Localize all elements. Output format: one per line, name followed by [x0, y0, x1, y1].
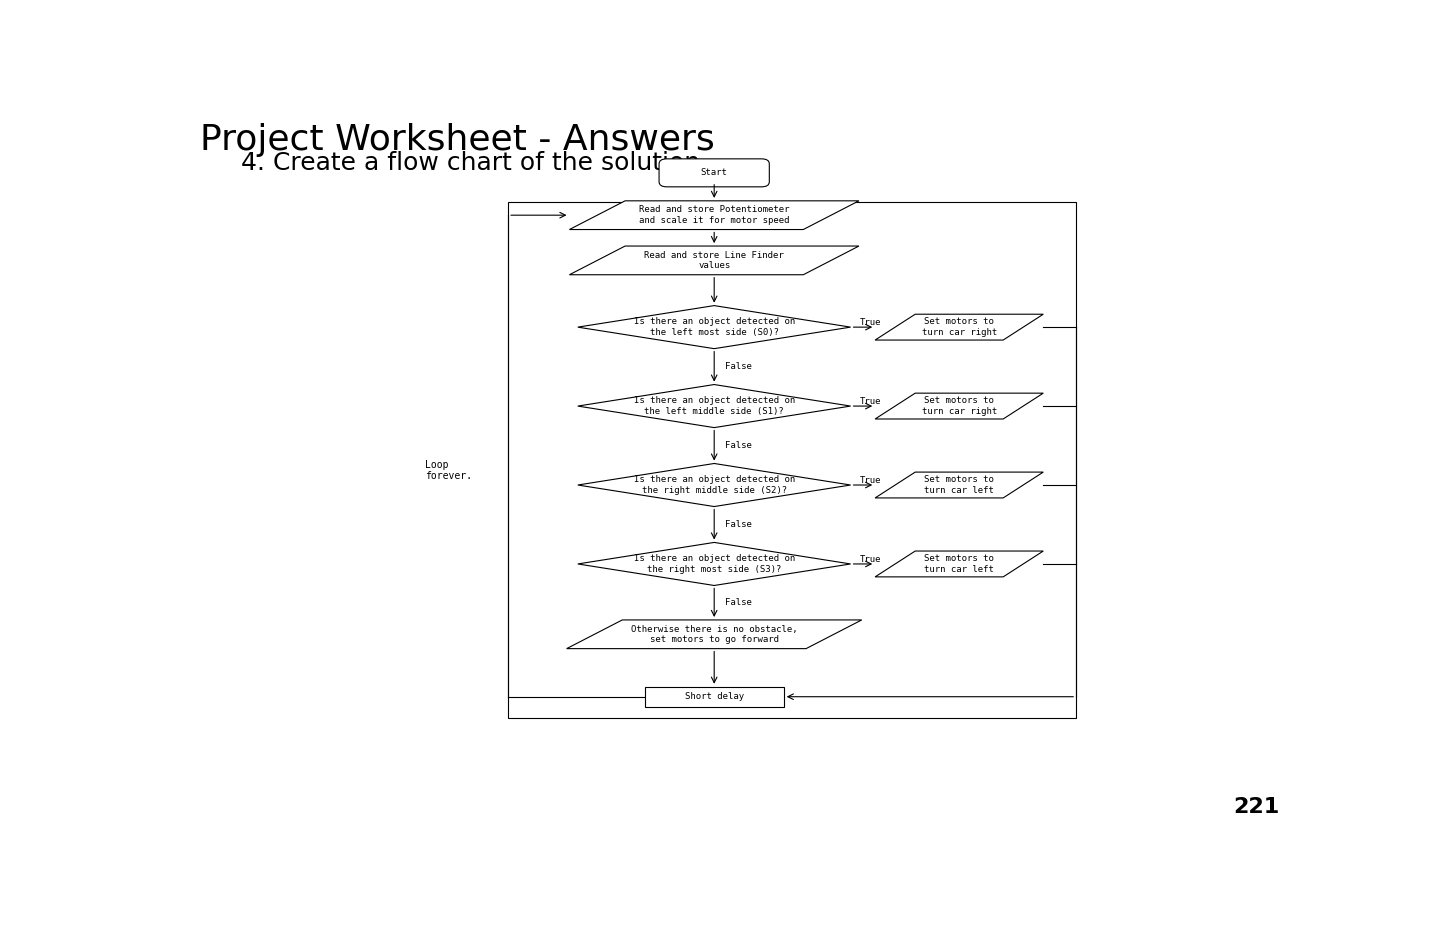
Text: True: True	[859, 397, 881, 406]
Text: Is there an object detected on
the left middle side (S1)?: Is there an object detected on the left …	[634, 396, 795, 416]
Polygon shape	[569, 246, 859, 275]
Text: Start: Start	[701, 169, 727, 177]
Polygon shape	[569, 200, 859, 229]
FancyBboxPatch shape	[660, 158, 769, 186]
Polygon shape	[578, 385, 851, 428]
Text: Short delay: Short delay	[684, 692, 744, 701]
Text: Loop
forever.: Loop forever.	[425, 459, 471, 482]
Text: Read and store Line Finder
values: Read and store Line Finder values	[644, 251, 785, 270]
Polygon shape	[875, 473, 1043, 498]
Polygon shape	[875, 393, 1043, 419]
Text: Is there an object detected on
the left most side (S0)?: Is there an object detected on the left …	[634, 318, 795, 336]
Text: Set motors to
turn car right: Set motors to turn car right	[921, 396, 997, 416]
Text: False: False	[726, 363, 752, 371]
Bar	[645, 687, 783, 706]
Polygon shape	[875, 551, 1043, 577]
Text: 221: 221	[1234, 797, 1280, 816]
Text: Is there an object detected on
the right middle side (S2)?: Is there an object detected on the right…	[634, 475, 795, 495]
Polygon shape	[578, 463, 851, 507]
Text: Otherwise there is no obstacle,
set motors to go forward: Otherwise there is no obstacle, set moto…	[631, 624, 798, 644]
Polygon shape	[875, 314, 1043, 340]
Text: False: False	[726, 598, 752, 608]
Text: Set motors to
turn car right: Set motors to turn car right	[921, 318, 997, 336]
Text: Project Worksheet - Answers: Project Worksheet - Answers	[200, 123, 714, 157]
Text: Read and store Potentiometer
and scale it for motor speed: Read and store Potentiometer and scale i…	[639, 205, 789, 225]
Polygon shape	[566, 620, 862, 649]
Text: Set motors to
turn car left: Set motors to turn car left	[924, 555, 994, 574]
Text: 4. Create a flow chart of the solution.: 4. Create a flow chart of the solution.	[241, 151, 708, 175]
Text: Is there an object detected on
the right most side (S3)?: Is there an object detected on the right…	[634, 555, 795, 574]
Text: False: False	[726, 520, 752, 529]
Text: True: True	[859, 555, 881, 564]
Text: True: True	[859, 476, 881, 486]
Bar	[509, 201, 1076, 719]
Text: Set motors to
turn car left: Set motors to turn car left	[924, 475, 994, 495]
Text: True: True	[859, 319, 881, 327]
Text: False: False	[726, 441, 752, 450]
Polygon shape	[578, 542, 851, 585]
Polygon shape	[578, 306, 851, 349]
